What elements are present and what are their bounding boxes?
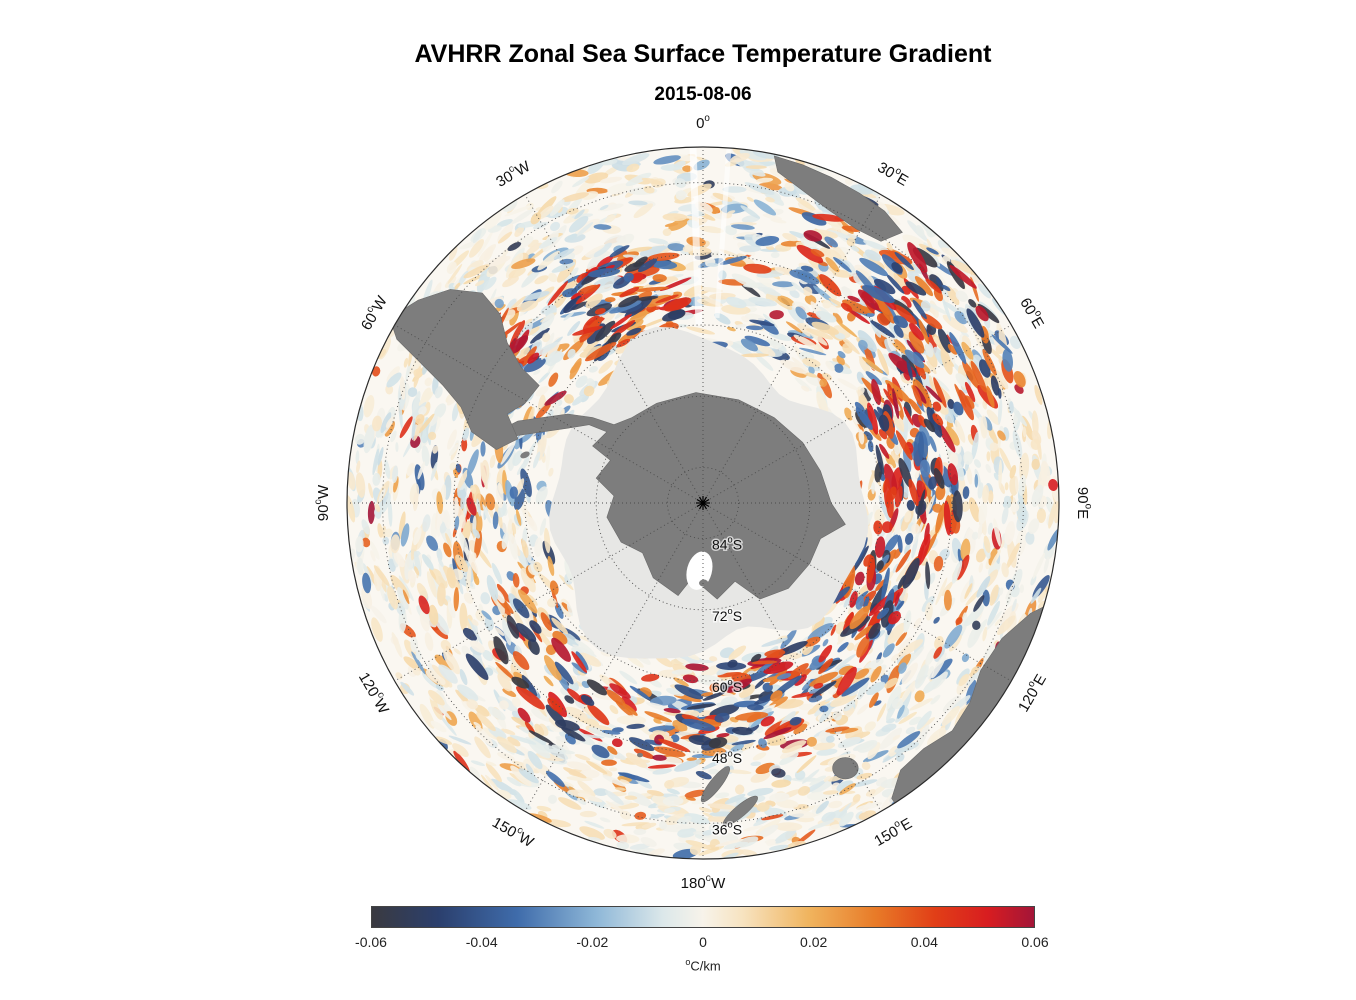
new-zealand-landmass	[700, 766, 731, 803]
map-disk	[347, 147, 1059, 859]
tasmania-landmass	[832, 757, 859, 780]
meridian-label: 120oE	[1013, 670, 1050, 715]
chart-date-subtitle: 2015-08-06	[654, 84, 752, 105]
data-gap-swath	[689, 147, 703, 326]
meridian-label: 180oW	[681, 872, 727, 891]
parallel-label: 48oS	[712, 748, 742, 766]
meridian-label: 0o	[696, 112, 710, 131]
small-island	[520, 451, 530, 459]
meridian-label: 120oW	[355, 668, 394, 717]
africa-landmass	[773, 155, 903, 242]
graticule	[347, 147, 1059, 859]
parallel-label: 60oS	[712, 677, 742, 695]
chart-title: AVHRR Zonal Sea Surface Temperature Grad…	[414, 40, 992, 68]
meridian-label: 60oE	[1017, 294, 1050, 332]
meridian-label: 30oW	[492, 155, 534, 190]
parallel-label: 36oS	[712, 820, 742, 838]
meridian-label: 30oE	[875, 157, 913, 190]
small-island	[699, 579, 709, 587]
new-zealand-landmass	[722, 795, 758, 827]
meridian-label: 150oE	[870, 813, 915, 850]
meridian-label: 90oE	[1075, 487, 1094, 519]
south-america-landmass	[389, 289, 540, 450]
meridian-label: 150oW	[489, 812, 538, 851]
data-gap-swath	[714, 147, 732, 319]
parallel-label: 72oS	[712, 606, 742, 624]
parallel-label: 84oS	[712, 535, 742, 553]
meridian-label: 90oW	[312, 484, 331, 521]
map-outline	[346, 146, 1060, 860]
antarctica-landmass	[496, 392, 846, 600]
small-island	[636, 752, 643, 758]
meridian-label: 60oW	[356, 291, 391, 333]
pole-marker	[696, 496, 710, 510]
